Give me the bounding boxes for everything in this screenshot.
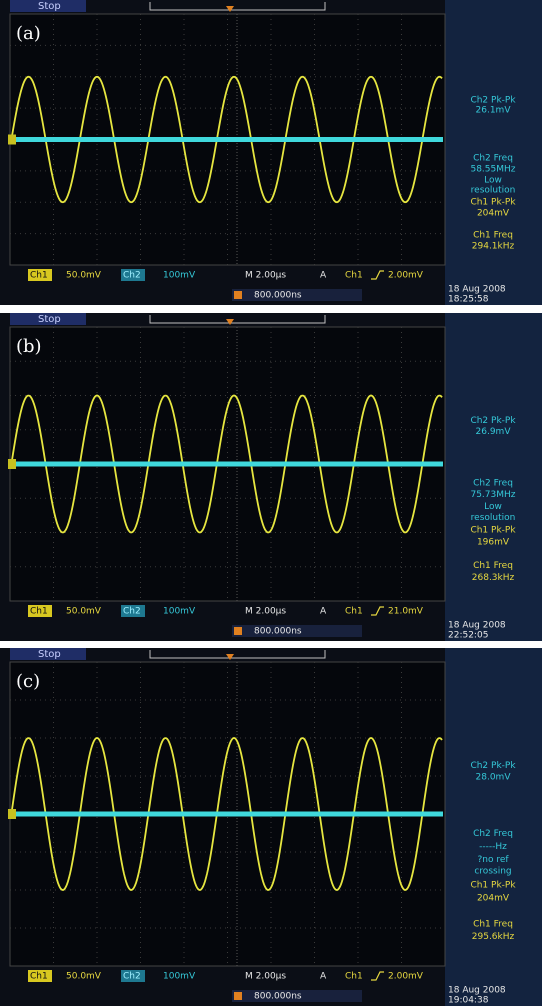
timebase: M 2.00µs: [245, 607, 286, 617]
scope-panel: Stop (c) Ch2 Pk-Pk 28.0mV Ch2 Freq -----Hz ?no…: [0, 648, 542, 1006]
date: 18 Aug 2008: [448, 621, 506, 631]
trigger-level: 2.00mV: [388, 972, 424, 982]
ch1-marker: [8, 459, 16, 469]
date: 18 Aug 2008: [448, 285, 506, 295]
ch1-readout: 268.3kHz: [472, 573, 515, 583]
panel-label: (b): [16, 336, 42, 357]
ch1-readout: Ch1 Pk-Pk: [470, 881, 516, 891]
ch1-readout: Ch1 Freq: [473, 919, 513, 929]
trigger-source: Ch1: [345, 607, 363, 617]
readout-sidebar: [445, 648, 542, 1006]
trigger-level: 2.00mV: [388, 271, 424, 281]
ch2-scale: 100mV: [163, 972, 196, 982]
ch1-readout: 204mV: [477, 894, 510, 904]
readout-sidebar: [445, 0, 542, 305]
ch2-readout: -----Hz: [479, 842, 507, 852]
time: 18:25:58: [448, 295, 489, 305]
ch2-readout: 28.0mV: [476, 773, 512, 783]
ch2-readout: Ch2 Freq: [473, 829, 513, 839]
ch2-readout: crossing: [474, 867, 511, 877]
ch2-readout: Ch2 Pk-Pk: [470, 416, 516, 426]
ch1-scale: 50.0mV: [66, 271, 102, 281]
ch1-marker: [8, 135, 16, 145]
trigger-level: 21.0mV: [388, 607, 424, 617]
ch2-readout: Low: [484, 502, 502, 512]
ch1-readout: 294.1kHz: [472, 242, 515, 252]
ch2-readout: resolution: [471, 186, 516, 196]
status: Stop: [38, 1, 61, 12]
ch1-label: Ch1: [30, 271, 48, 281]
time: 19:04:38: [448, 996, 489, 1006]
ch1-readout: Ch1 Freq: [473, 561, 513, 571]
ch1-marker: [8, 809, 16, 819]
timebase: M 2.00µs: [245, 271, 286, 281]
status: Stop: [38, 649, 61, 660]
ch1-readout: Ch1 Pk-Pk: [470, 526, 516, 536]
ch1-readout: Ch1 Pk-Pk: [470, 198, 516, 208]
ch1-readout: 295.6kHz: [472, 932, 515, 942]
ch2-label: Ch2: [123, 607, 141, 617]
ch2-label: Ch2: [123, 972, 141, 982]
ch1-readout: 204mV: [477, 209, 510, 219]
ch2-readout: Ch2 Freq: [473, 478, 513, 488]
ch1-scale: 50.0mV: [66, 607, 102, 617]
page: Stop(a)Ch2 Pk-Pk26.1mVCh2 Freq58.55MHzLo…: [0, 0, 542, 1006]
ch1-scale: 50.0mV: [66, 972, 102, 982]
position-marker: [234, 291, 242, 299]
trigger-mode: A: [320, 607, 327, 617]
position: 800.000ns: [254, 992, 302, 1002]
position: 800.000ns: [254, 627, 302, 637]
position-marker: [234, 992, 242, 1000]
position: 800.000ns: [254, 291, 302, 301]
ch2-readout: resolution: [471, 513, 516, 523]
ch2-label: Ch2: [123, 271, 141, 281]
ch2-readout: ?no ref: [477, 855, 509, 865]
trigger-mode: A: [320, 972, 327, 982]
panel-label: (c): [16, 671, 40, 692]
ch2-scale: 100mV: [163, 607, 196, 617]
trigger-source: Ch1: [345, 972, 363, 982]
ch2-readout: Ch2 Pk-Pk: [470, 96, 516, 106]
ch2-scale: 100mV: [163, 271, 196, 281]
ch1-readout: 196mV: [477, 538, 510, 548]
status: Stop: [38, 314, 61, 325]
trigger-mode: A: [320, 271, 327, 281]
time: 22:52:05: [448, 631, 488, 641]
ch2-readout: Ch2 Freq: [473, 154, 513, 164]
figure: Stop(a)Ch2 Pk-Pk26.1mVCh2 Freq58.55MHzLo…: [0, 0, 542, 1006]
timebase: M 2.00µs: [245, 972, 286, 982]
ch2-readout: 26.9mV: [476, 427, 512, 437]
ch2-readout: Low: [484, 176, 502, 186]
ch2-readout: 75.73MHz: [470, 490, 515, 500]
position-marker: [234, 627, 242, 635]
ch2-readout: Ch2 Pk-Pk: [470, 761, 516, 771]
trigger-source: Ch1: [345, 271, 363, 281]
ch1-readout: Ch1 Freq: [473, 231, 513, 241]
ch2-readout: 26.1mV: [476, 106, 512, 116]
panel-label: (a): [16, 23, 41, 44]
date: 18 Aug 2008: [448, 986, 506, 996]
ch1-label: Ch1: [30, 607, 48, 617]
ch1-label: Ch1: [30, 972, 48, 982]
ch2-readout: 58.55MHz: [470, 165, 515, 175]
readout-sidebar: [445, 313, 542, 641]
